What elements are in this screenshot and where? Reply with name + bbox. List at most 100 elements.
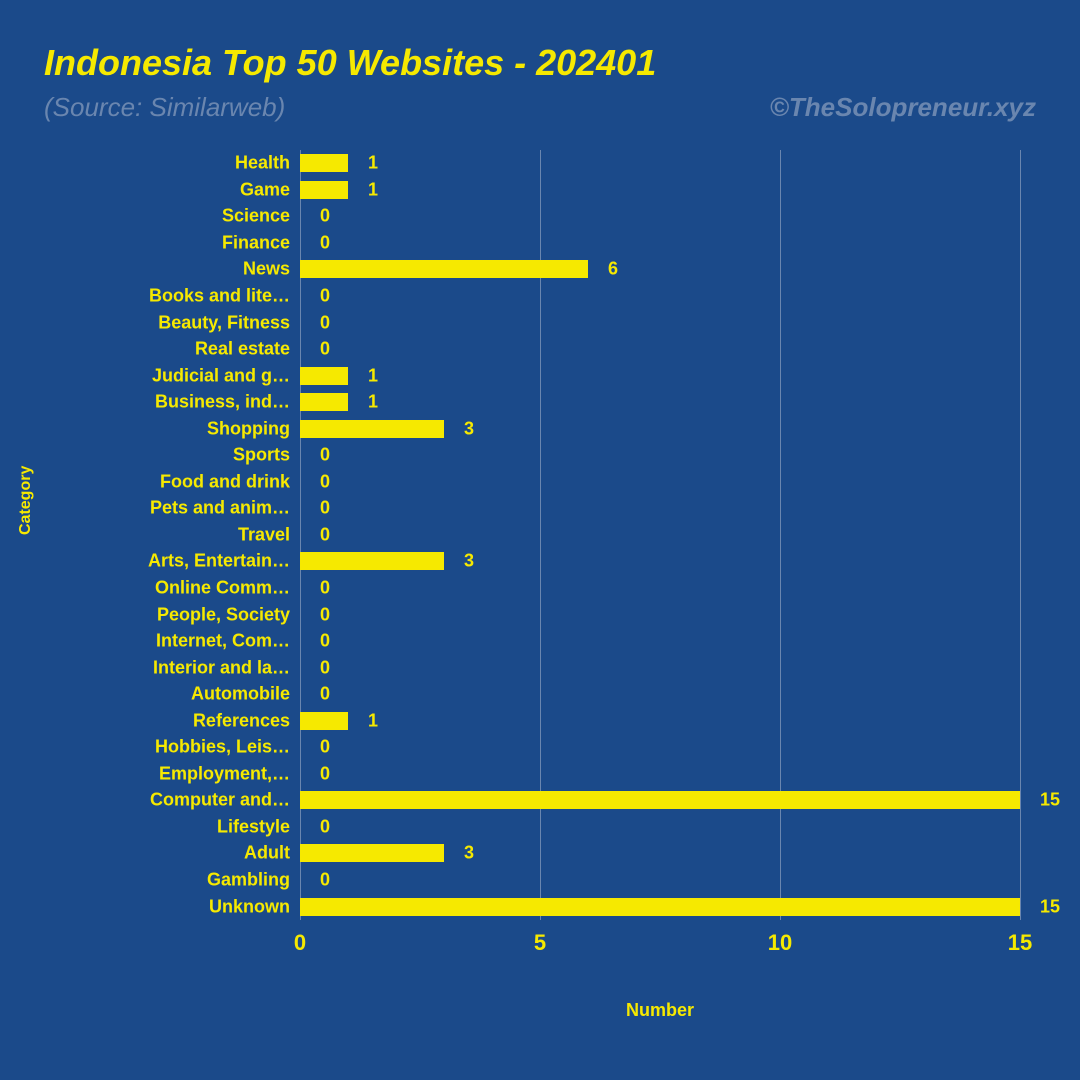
chart-rows: Health1Game1Science0Finance0News6Books a… [0, 150, 1080, 920]
category-label: Health [0, 153, 290, 174]
bar-value: 0 [320, 286, 330, 307]
chart-row: Hobbies, Leis… 0 [0, 734, 1080, 761]
bar-value: 3 [464, 843, 474, 864]
chart-row: Real estate 0 [0, 336, 1080, 363]
bar-value: 6 [608, 259, 618, 280]
chart-row: Gambling0 [0, 867, 1080, 894]
category-label: Game [0, 179, 290, 200]
category-label: Judicial and g… [0, 365, 290, 386]
bar-value: 0 [320, 524, 330, 545]
chart-row: Automobile 0 [0, 681, 1080, 708]
bar-value: 0 [320, 312, 330, 333]
chart-row: Shopping 3 [0, 415, 1080, 442]
bar [300, 898, 1020, 916]
chart-page: Indonesia Top 50 Websites - 202401 (Sour… [0, 0, 1080, 1080]
bar-value: 1 [368, 179, 378, 200]
chart-row: Science0 [0, 203, 1080, 230]
category-label: Pets and anim… [0, 498, 290, 519]
chart-row: Sports 0 [0, 442, 1080, 469]
category-label: Gambling [0, 870, 290, 891]
bar-value: 0 [320, 445, 330, 466]
chart-row: Employment,…0 [0, 761, 1080, 788]
chart-row: Game 1 [0, 177, 1080, 204]
category-label: Automobile [0, 684, 290, 705]
chart-row: References 1 [0, 707, 1080, 734]
chart-row: Arts, Entertain… 3 [0, 548, 1080, 575]
bar-value: 1 [368, 710, 378, 731]
bar [300, 791, 1020, 809]
x-tick: 15 [1008, 930, 1032, 956]
category-label: Beauty, Fitness [0, 312, 290, 333]
bar-value: 1 [368, 153, 378, 174]
chart-row: Books and lite… 0 [0, 283, 1080, 310]
bar-value: 0 [320, 578, 330, 599]
category-label: Sports [0, 445, 290, 466]
chart-row: Beauty, Fitness 0 [0, 309, 1080, 336]
bar-value: 0 [320, 631, 330, 652]
bar [300, 393, 348, 411]
bar-value: 1 [368, 365, 378, 386]
category-label: Computer and… [0, 790, 290, 811]
category-label: Food and drink [0, 471, 290, 492]
category-label: References [0, 710, 290, 731]
bar-value: 3 [464, 551, 474, 572]
chart-row: Judicial and g… 1 [0, 362, 1080, 389]
bar-value: 15 [1040, 896, 1060, 917]
chart-title: Indonesia Top 50 Websites - 202401 [44, 42, 656, 84]
chart-row: Computer and… 15 [0, 787, 1080, 814]
chart-row: Food and drink 0 [0, 469, 1080, 496]
bar [300, 367, 348, 385]
bar-value: 1 [368, 392, 378, 413]
category-label: People, Society [0, 604, 290, 625]
category-label: Science [0, 206, 290, 227]
bar-value: 0 [320, 684, 330, 705]
chart-row: News 6 [0, 256, 1080, 283]
category-label: Hobbies, Leis… [0, 737, 290, 758]
category-label: Lifestyle [0, 816, 290, 837]
x-tick: 5 [534, 930, 546, 956]
category-label: Adult [0, 843, 290, 864]
category-label: Travel [0, 524, 290, 545]
bar [300, 712, 348, 730]
bar [300, 420, 444, 438]
chart-row: Health 1 [0, 150, 1080, 177]
chart-row: Adult 3 [0, 840, 1080, 867]
chart-row: People, Society 0 [0, 601, 1080, 628]
chart-credit: ©TheSolopreneur.xyz [770, 92, 1036, 123]
bar [300, 181, 348, 199]
bar [300, 260, 588, 278]
category-label: Unknown [0, 896, 290, 917]
bar-value: 0 [320, 232, 330, 253]
bar-value: 0 [320, 471, 330, 492]
category-label: Business, ind… [0, 392, 290, 413]
chart-row: Unknown 15 [0, 893, 1080, 920]
category-label: Internet, Com… [0, 631, 290, 652]
x-axis-label: Number [300, 1000, 1020, 1021]
chart-row: Pets and anim…0 [0, 495, 1080, 522]
chart-row: Business, ind… 1 [0, 389, 1080, 416]
category-label: News [0, 259, 290, 280]
chart-row: Online Comm… 0 [0, 575, 1080, 602]
category-label: Shopping [0, 418, 290, 439]
bar-value: 15 [1040, 790, 1060, 811]
bar-value: 0 [320, 339, 330, 360]
bar-value: 3 [464, 418, 474, 439]
category-label: Online Comm… [0, 578, 290, 599]
bar [300, 154, 348, 172]
bar-value: 0 [320, 737, 330, 758]
chart-row: Lifestyle 0 [0, 814, 1080, 841]
bar-value: 0 [320, 816, 330, 837]
y-axis-label: Category [17, 466, 35, 535]
x-tick: 0 [294, 930, 306, 956]
bar [300, 844, 444, 862]
category-label: Arts, Entertain… [0, 551, 290, 572]
chart-row: Interior and la…0 [0, 654, 1080, 681]
category-label: Books and lite… [0, 286, 290, 307]
category-label: Real estate [0, 339, 290, 360]
chart-row: Travel 0 [0, 522, 1080, 549]
bar-value: 0 [320, 604, 330, 625]
x-tick: 10 [768, 930, 792, 956]
bar-value: 0 [320, 763, 330, 784]
bar-value: 0 [320, 657, 330, 678]
bar [300, 552, 444, 570]
